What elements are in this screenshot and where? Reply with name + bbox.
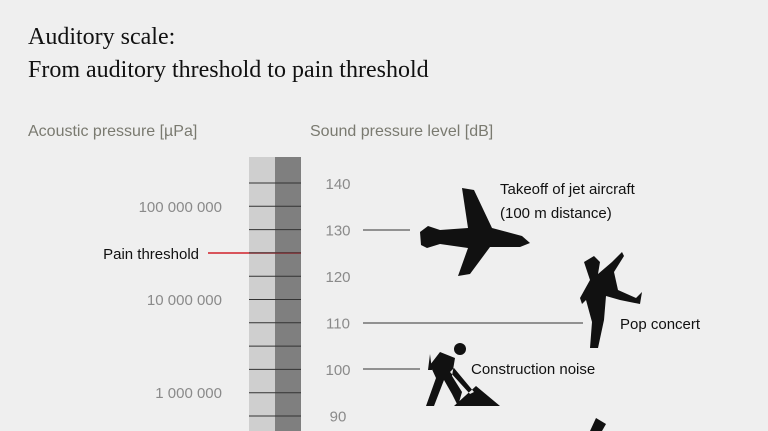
pressure-tick-label: 10 000 000 [147,292,222,309]
pressure-tick-label: 1 000 000 [155,385,222,402]
db-tick-label: 140 [325,176,350,193]
title: From auditory threshold to pain threshol… [28,57,429,83]
axis-label: Acoustic pressure [µPa] [28,123,197,140]
db-tick-label: 90 [330,409,347,426]
annotation: Takeoff of jet aircraft [500,181,636,198]
axis-label: Sound pressure level [dB] [310,123,493,140]
icon-partial [590,418,606,431]
db-tick-label: 110 [326,316,350,333]
icon-worker [454,343,466,355]
title: Auditory scale: [28,24,175,50]
scale-bar [249,157,275,431]
scale-bar [275,157,301,431]
db-tick-label: 120 [325,269,350,286]
icon-plane [420,188,530,276]
annotation: Construction noise [471,361,595,378]
db-tick-label: 130 [325,223,350,240]
annotation: Pop concert [620,316,701,333]
annotation: (100 m distance) [500,205,612,222]
icon-worker [426,352,500,406]
db-tick-label: 100 [325,362,350,379]
pain-label: Pain threshold [103,246,199,263]
pressure-tick-label: 100 000 000 [139,199,222,216]
icon-guitarist [580,252,642,348]
